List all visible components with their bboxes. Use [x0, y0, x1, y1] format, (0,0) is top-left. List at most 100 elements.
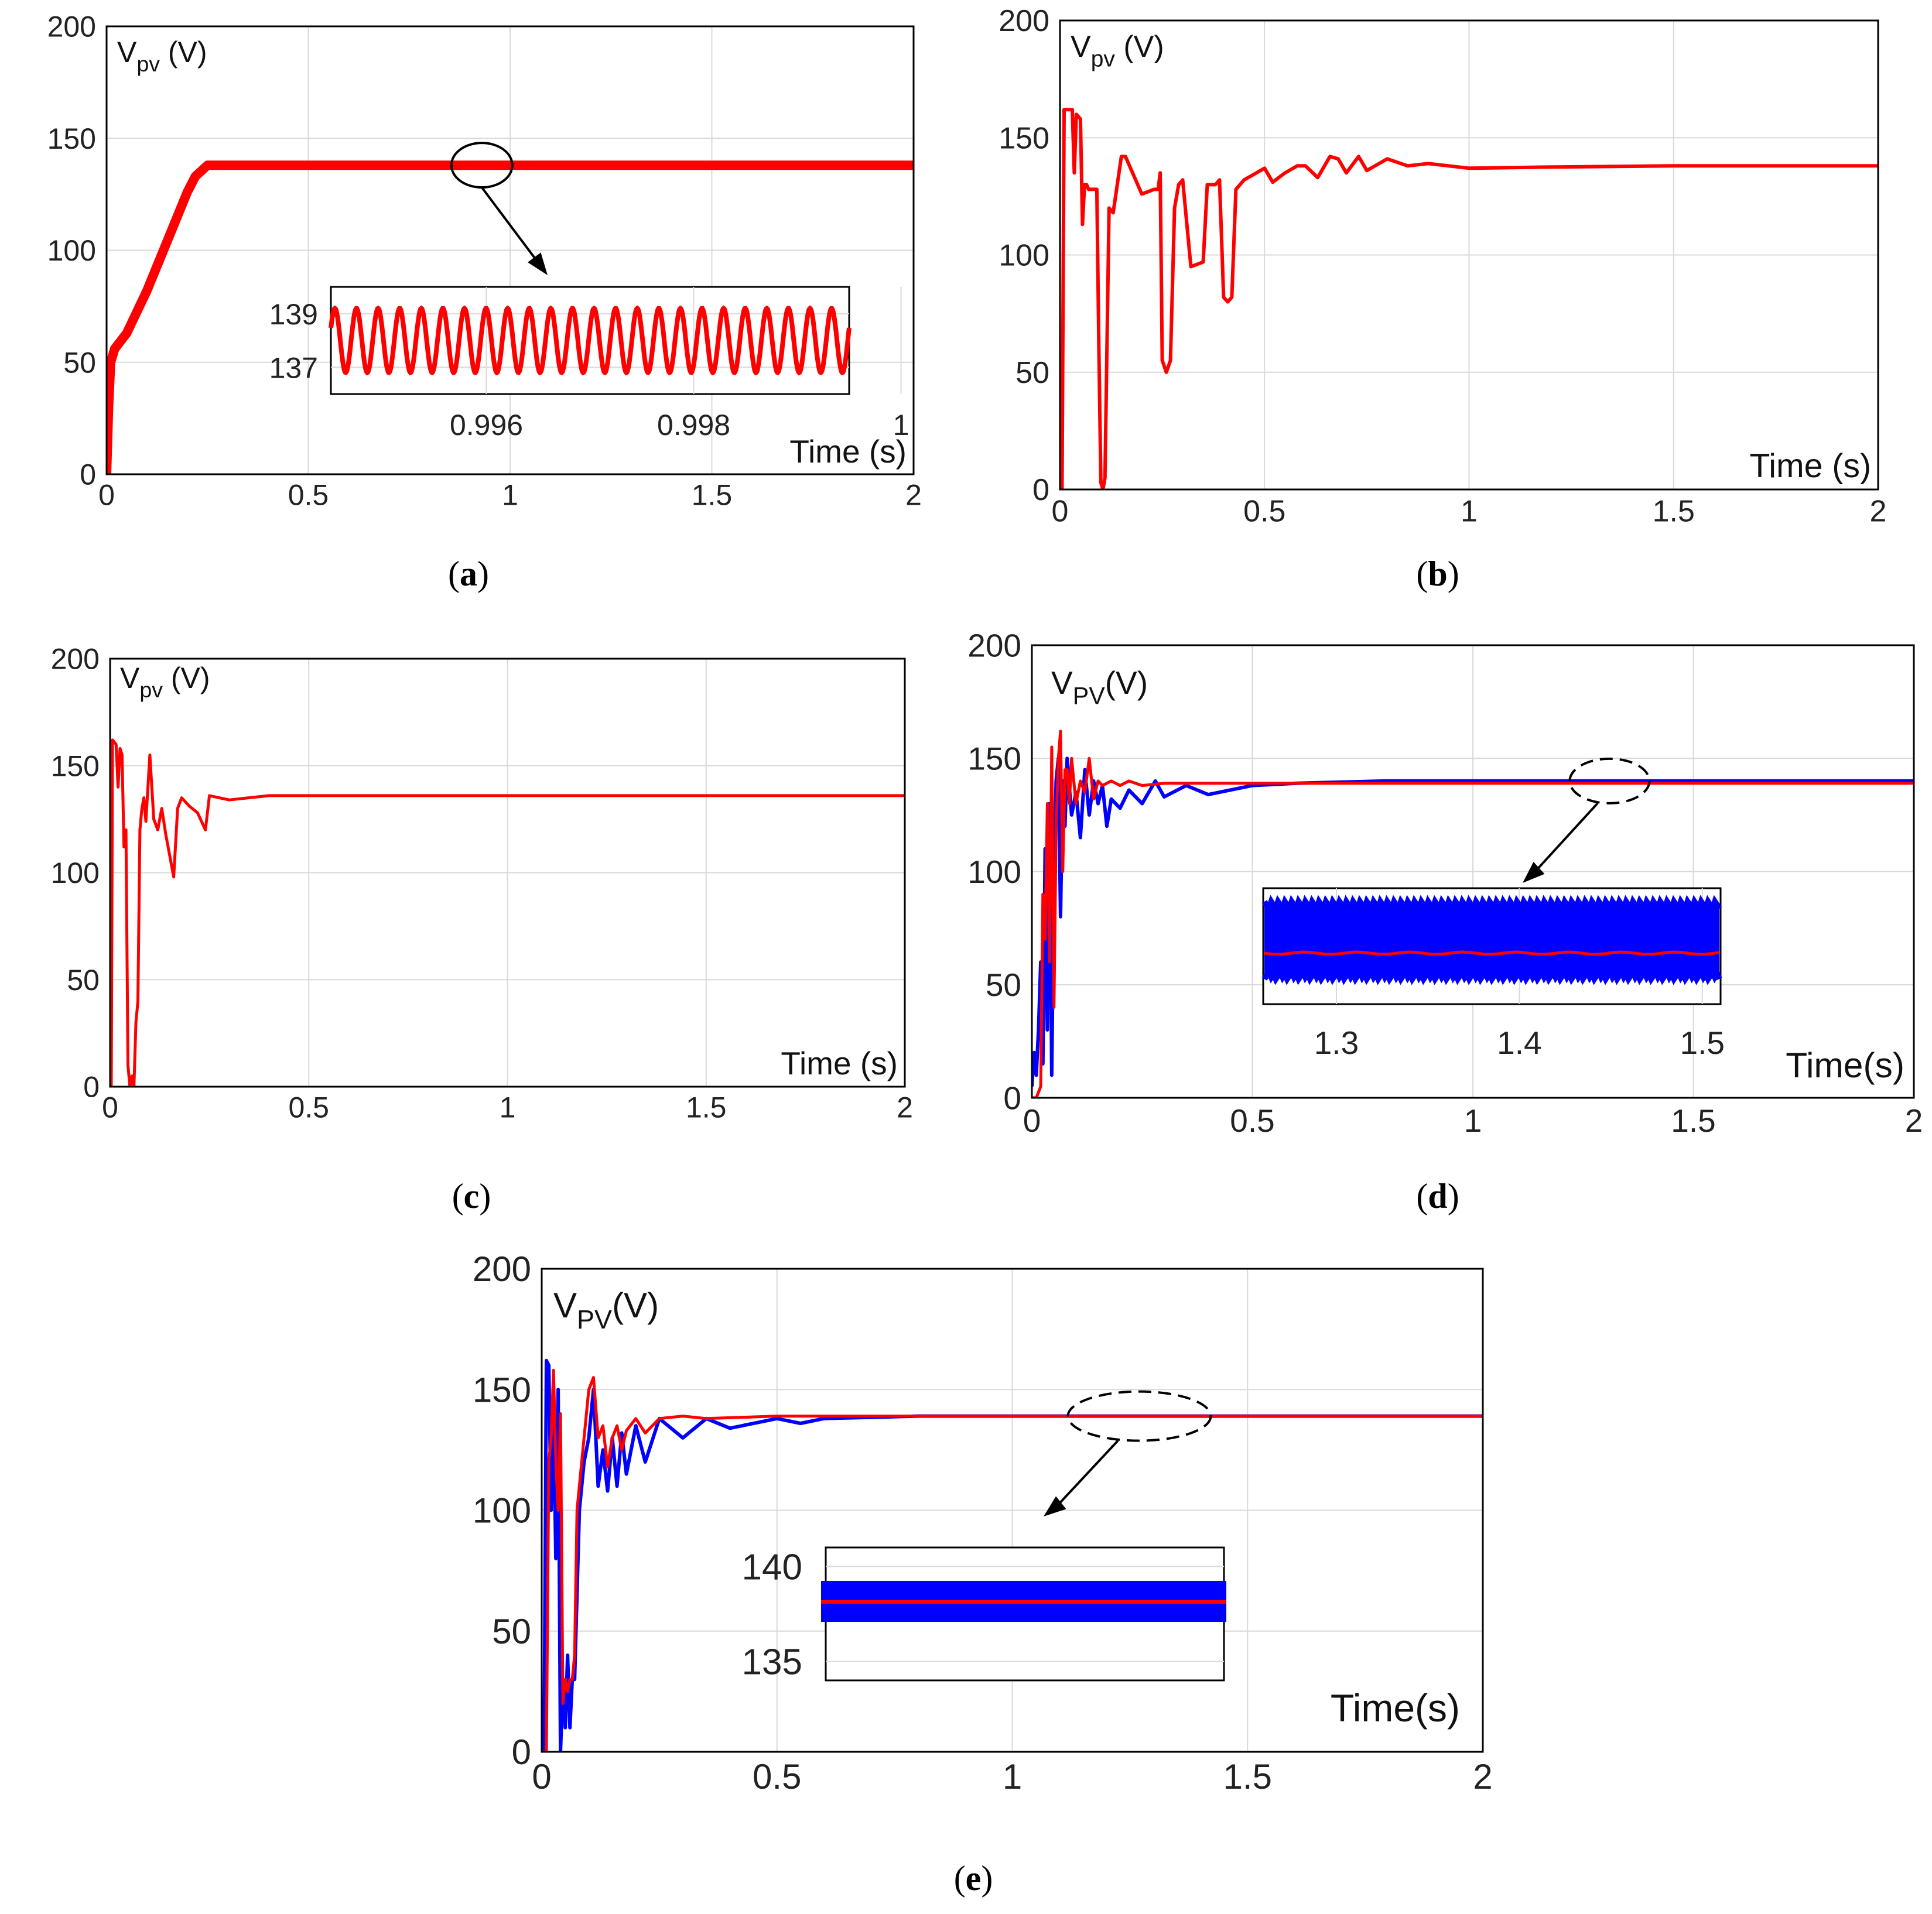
y-tick-label: 100 — [473, 1491, 531, 1530]
inset-d: 1.3 1.4 1.5 — [1261, 887, 1725, 1061]
y-tick-label: 0 — [1003, 1080, 1021, 1116]
plot-frame — [541, 1268, 1484, 1753]
y-label-main: V — [1051, 665, 1073, 701]
y-label-subscript: PV — [1073, 683, 1106, 710]
y-tick-label: 50 — [63, 346, 96, 379]
x-axis-label: Time(s) — [1786, 1045, 1904, 1085]
y-tick-label: 200 — [999, 4, 1049, 38]
x-axis-label: Time (s) — [781, 1045, 898, 1081]
series-line-0 — [110, 738, 905, 1087]
zoom-arrow-line — [1534, 802, 1599, 872]
zoom-arrow-icon — [1523, 861, 1545, 883]
chart-panel-a: 0 0.5 1 1.5 2 0 50 100 150 200 Vpv (V) Time (s) (a) 0… — [47, 11, 922, 594]
y-label-main: V — [120, 662, 140, 694]
inset-y-tick-label: 140 — [742, 1547, 802, 1587]
plot-frame — [1031, 644, 1915, 1099]
x-tick-label: 1 — [1464, 1102, 1482, 1139]
inset-x-tick-label: 1.4 — [1497, 1025, 1541, 1061]
x-tick-label: 0 — [1023, 1102, 1041, 1139]
series-group — [542, 1358, 1483, 1752]
y-label-main: V — [553, 1286, 577, 1325]
series-line-0 — [1060, 108, 1878, 489]
y-tick-label: 200 — [51, 643, 100, 676]
y-axis-label: VPV(V) — [553, 1286, 659, 1334]
series-line-1 — [542, 1368, 1483, 1752]
panel-caption: (e) — [954, 1859, 993, 1898]
inset-x-tick-label: 1.3 — [1314, 1025, 1359, 1061]
y-tick-label: 200 — [473, 1249, 531, 1289]
x-tick-label: 0.5 — [753, 1757, 801, 1796]
x-tick-label: 0.5 — [288, 479, 329, 512]
series-group — [107, 160, 914, 474]
y-label-subscript: pv — [136, 52, 160, 76]
y-label-unit: (V) — [612, 1286, 659, 1325]
chart-panel-e: 0 0.5 1 1.5 2 0 50 100 150 200 VPV(V) Time(s) (e) 135… — [473, 1249, 1493, 1898]
zoom-ellipse-icon — [1066, 1390, 1212, 1442]
y-label-unit: (V) — [160, 36, 207, 69]
chart-panel-d: 0 0.5 1 1.5 2 0 50 100 150 200 VPV(V) Time(s) (d) 1.3… — [967, 627, 1923, 1215]
panel-caption: (d) — [1416, 1177, 1459, 1215]
plot-frame — [1059, 19, 1879, 491]
inset-x-tick-label: 0.996 — [450, 409, 523, 441]
inset-y-tick-label: 139 — [269, 298, 318, 331]
y-tick-label: 100 — [999, 239, 1049, 273]
x-tick-label: 2 — [905, 479, 922, 512]
y-label-main: V — [117, 36, 137, 69]
y-tick-label: 50 — [67, 964, 100, 997]
series-line-0 — [107, 160, 914, 474]
zoom-arrow-line — [481, 186, 538, 262]
inset-x-tick-label: 1 — [893, 409, 909, 441]
y-label-unit: (V) — [163, 662, 210, 694]
x-tick-label: 0.5 — [1230, 1102, 1274, 1139]
inset-y-tick-label: 137 — [269, 351, 318, 384]
panel-caption: (b) — [1416, 554, 1459, 593]
y-tick-label: 0 — [80, 458, 96, 491]
panel-caption: (c) — [452, 1177, 491, 1215]
inset-noise-band — [1264, 906, 1719, 977]
y-tick-label: 50 — [986, 967, 1021, 1003]
y-tick-label: 150 — [47, 122, 96, 155]
series-group — [110, 738, 905, 1087]
inset-x-tick-label: 1.5 — [1680, 1025, 1725, 1061]
inset-y-tick-label: 135 — [742, 1642, 802, 1683]
x-tick-label: 0.5 — [1243, 495, 1285, 529]
x-tick-label: 0 — [1052, 495, 1069, 529]
zoom-arrow-icon — [528, 252, 548, 275]
x-tick-label: 1.5 — [692, 479, 733, 512]
x-axis-label: Time (s) — [789, 433, 907, 470]
zoom-arrow-line — [1056, 1440, 1119, 1506]
inset-noise-top — [1261, 895, 1722, 916]
series-group — [1060, 108, 1878, 489]
x-tick-label: 1.5 — [1223, 1757, 1272, 1796]
series-group — [1032, 730, 1914, 1098]
y-tick-label: 100 — [51, 857, 100, 889]
y-label-unit: (V) — [1115, 30, 1164, 64]
y-label-unit: (V) — [1105, 665, 1148, 701]
inset-noise-bottom — [1261, 965, 1722, 985]
y-tick-label: 50 — [492, 1612, 531, 1651]
x-tick-label: 0.5 — [288, 1091, 329, 1124]
y-label-main: V — [1071, 30, 1091, 64]
x-tick-label: 0 — [98, 479, 115, 512]
x-tick-label: 0 — [532, 1757, 551, 1796]
y-axis-label: Vpv (V) — [117, 36, 207, 76]
x-axis-label: Time (s) — [1749, 447, 1871, 485]
y-tick-label: 150 — [967, 741, 1021, 777]
zoom-arrow-icon — [1044, 1496, 1066, 1516]
y-tick-label: 150 — [999, 121, 1049, 155]
chart-panel-b: 0 0.5 1 1.5 2 0 50 100 150 200 Vpv (V) Time (s) (b) — [999, 4, 1886, 593]
y-axis-label: VPV(V) — [1051, 665, 1148, 710]
series-line-1 — [1032, 730, 1914, 1098]
y-tick-label: 150 — [473, 1370, 531, 1409]
x-tick-label: 1.5 — [1653, 495, 1695, 529]
y-tick-label: 0 — [512, 1732, 531, 1772]
y-label-subscript: pv — [1091, 47, 1116, 72]
y-tick-label: 200 — [967, 627, 1021, 663]
y-tick-label: 0 — [83, 1071, 100, 1104]
plot-frame — [109, 658, 906, 1088]
y-tick-label: 100 — [967, 854, 1021, 890]
chart-panel-c: 0 0.5 1 1.5 2 0 50 100 150 200 Vpv (V) Time (s) (c) — [51, 643, 913, 1216]
panel-caption: (a) — [448, 554, 489, 593]
inset-series-line — [1264, 950, 1720, 956]
